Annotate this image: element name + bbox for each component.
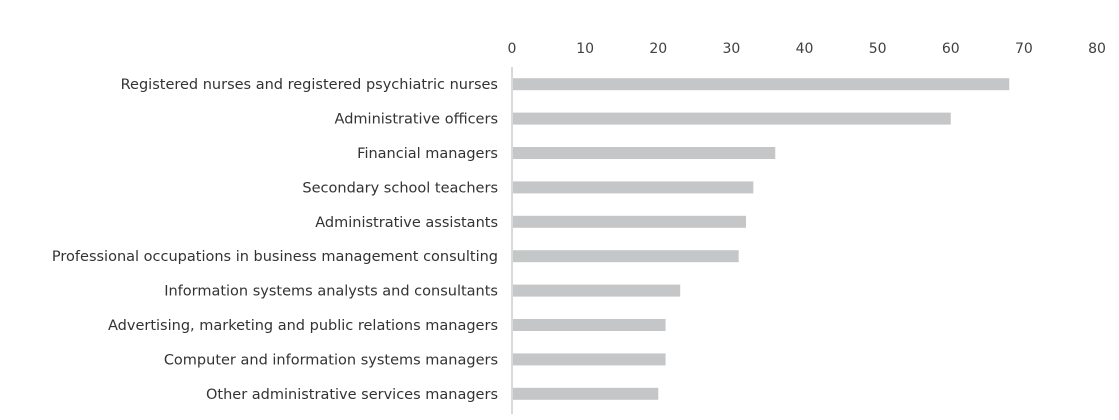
bar [512, 353, 666, 366]
x-tick-label: 50 [869, 41, 887, 57]
category-label: Secondary school teachers [302, 180, 498, 196]
category-label: Computer and information systems manager… [164, 352, 498, 368]
bar [512, 181, 754, 194]
bar [512, 112, 951, 125]
bar [512, 387, 659, 400]
x-tick-label: 30 [722, 41, 740, 57]
category-label: Administrative officers [335, 112, 498, 128]
x-tick-label: 10 [576, 41, 594, 57]
category-labels: Registered nurses and registered psychia… [52, 77, 498, 403]
bar [512, 215, 746, 228]
x-tick-label: 20 [649, 41, 667, 57]
x-tick-label: 60 [942, 41, 960, 57]
bars [512, 78, 1010, 400]
category-label: Advertising, marketing and public relati… [108, 318, 498, 334]
bar [512, 284, 681, 297]
x-tick-label: 70 [1015, 41, 1033, 57]
x-axis-ticks: 0 10 20 30 40 50 60 70 80 [508, 41, 1106, 57]
category-label: Other administrative services managers [206, 387, 498, 403]
category-label: Administrative assistants [315, 215, 498, 231]
category-label: Financial managers [357, 146, 498, 162]
bar [512, 319, 666, 331]
bar [512, 250, 739, 263]
x-tick-label: 80 [1088, 41, 1106, 57]
category-label: Information systems analysts and consult… [164, 284, 498, 300]
bar [512, 78, 1010, 91]
category-label: Registered nurses and registered psychia… [121, 77, 498, 93]
x-tick-label: 40 [796, 41, 814, 57]
x-tick-label: 0 [508, 41, 517, 57]
category-label: Professional occupations in business man… [52, 249, 498, 265]
bar [512, 147, 776, 159]
